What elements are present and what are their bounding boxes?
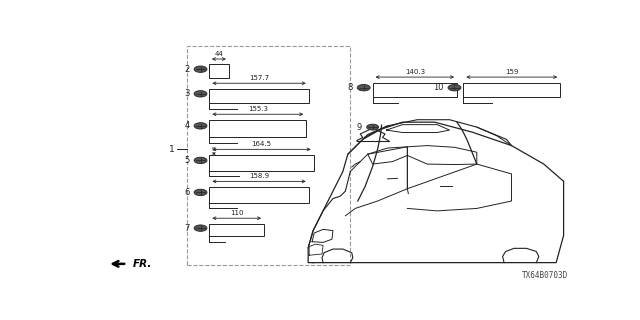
Text: 10: 10	[433, 83, 444, 92]
Bar	[187, 46, 350, 265]
Circle shape	[194, 189, 207, 196]
Text: 6: 6	[184, 188, 189, 197]
Circle shape	[194, 66, 207, 72]
Bar	[209, 64, 229, 78]
Text: 8: 8	[348, 83, 353, 92]
Text: 140.3: 140.3	[404, 69, 425, 75]
Text: TX64B0703D: TX64B0703D	[522, 271, 568, 280]
Circle shape	[357, 84, 370, 91]
Circle shape	[367, 124, 379, 130]
Text: 44: 44	[214, 51, 223, 57]
Bar	[209, 187, 308, 203]
Text: 159: 159	[505, 69, 518, 75]
Text: 164.5: 164.5	[252, 141, 271, 148]
Text: 7: 7	[184, 224, 189, 233]
Bar	[209, 224, 264, 236]
Bar	[463, 83, 560, 97]
Text: 157.7: 157.7	[249, 75, 269, 81]
Circle shape	[194, 225, 207, 231]
Text: FR.: FR.	[133, 259, 152, 269]
Text: 3: 3	[184, 89, 189, 98]
Circle shape	[194, 123, 207, 129]
Bar	[209, 120, 306, 137]
Circle shape	[194, 157, 207, 164]
Circle shape	[194, 91, 207, 97]
Text: 9: 9	[212, 147, 216, 152]
Text: 9: 9	[356, 123, 362, 132]
Text: 4: 4	[184, 121, 189, 130]
Bar	[209, 89, 308, 103]
Text: 2: 2	[184, 65, 189, 74]
Circle shape	[448, 84, 461, 91]
Bar	[209, 155, 314, 171]
Text: 155.3: 155.3	[248, 106, 268, 112]
Bar	[372, 83, 457, 97]
Text: 110: 110	[230, 210, 243, 216]
Text: 158.9: 158.9	[249, 173, 269, 180]
Text: 1: 1	[168, 145, 174, 154]
Text: 5: 5	[184, 156, 189, 165]
